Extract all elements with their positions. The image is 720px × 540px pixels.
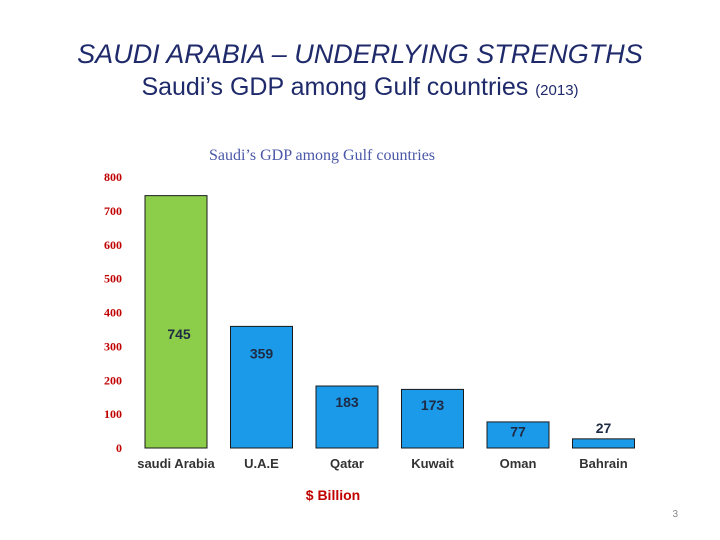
bar-oman bbox=[486, 421, 550, 449]
x-tick-label: U.A.E bbox=[244, 456, 279, 471]
y-tick-label: 600 bbox=[104, 238, 122, 252]
slide-title-year: (2013) bbox=[535, 81, 579, 99]
chart-title: Saudi’s GDP among Gulf countries bbox=[209, 147, 435, 164]
bar-saudi-arabia bbox=[144, 195, 208, 449]
bar-qatar bbox=[315, 385, 379, 449]
slide-title-line-2-text: Saudi’s GDP among Gulf countries bbox=[141, 72, 529, 101]
x-tick-label: Kuwait bbox=[411, 456, 454, 471]
x-tick-label: Bahrain bbox=[579, 456, 627, 471]
x-axis-label: $ Billion bbox=[306, 487, 360, 503]
x-tick-label: Oman bbox=[500, 456, 537, 471]
bars bbox=[144, 195, 635, 449]
y-tick-label: 0 bbox=[116, 441, 122, 455]
slide-title-line-1: SAUDI ARABIA – UNDERLYING STRENGTHS bbox=[77, 39, 643, 69]
y-tick-label: 100 bbox=[104, 407, 122, 421]
y-tick-label: 700 bbox=[104, 204, 122, 218]
y-tick-label: 200 bbox=[104, 373, 122, 387]
y-tick-label: 300 bbox=[104, 339, 122, 353]
y-tick-label: 400 bbox=[104, 306, 122, 320]
page-number: 3 bbox=[672, 509, 678, 520]
bar-kuwait bbox=[401, 388, 464, 449]
slide-title-line-2: Saudi’s GDP among Gulf countries (2013) bbox=[0, 72, 720, 103]
bar-value-label: 27 bbox=[596, 420, 612, 436]
bar-value-label: 745 bbox=[167, 326, 191, 342]
x-tick-label: Qatar bbox=[330, 456, 364, 471]
y-tick-label: 500 bbox=[104, 272, 122, 286]
bar-value-label: 77 bbox=[510, 424, 526, 440]
x-tick-label: saudi Arabia bbox=[137, 456, 215, 471]
bar-value-label: 173 bbox=[421, 397, 445, 413]
bar-bahrain bbox=[572, 438, 635, 449]
y-axis-ticks: 0 100 200 300 400 500 600 700 800 bbox=[104, 170, 122, 455]
slide-title: SAUDI ARABIA – UNDERLYING STRENGTHS Saud… bbox=[0, 38, 720, 103]
bar-value-label: 359 bbox=[250, 345, 274, 361]
x-axis-ticks: saudi Arabia U.A.E Qatar Kuwait Oman Bahrain bbox=[137, 456, 628, 471]
bar-u-a-e bbox=[230, 325, 293, 449]
bar-value-labels: 745 359 183 173 77 27 bbox=[167, 326, 611, 439]
y-tick-label: 800 bbox=[104, 170, 122, 184]
bar-value-label: 183 bbox=[335, 394, 359, 410]
